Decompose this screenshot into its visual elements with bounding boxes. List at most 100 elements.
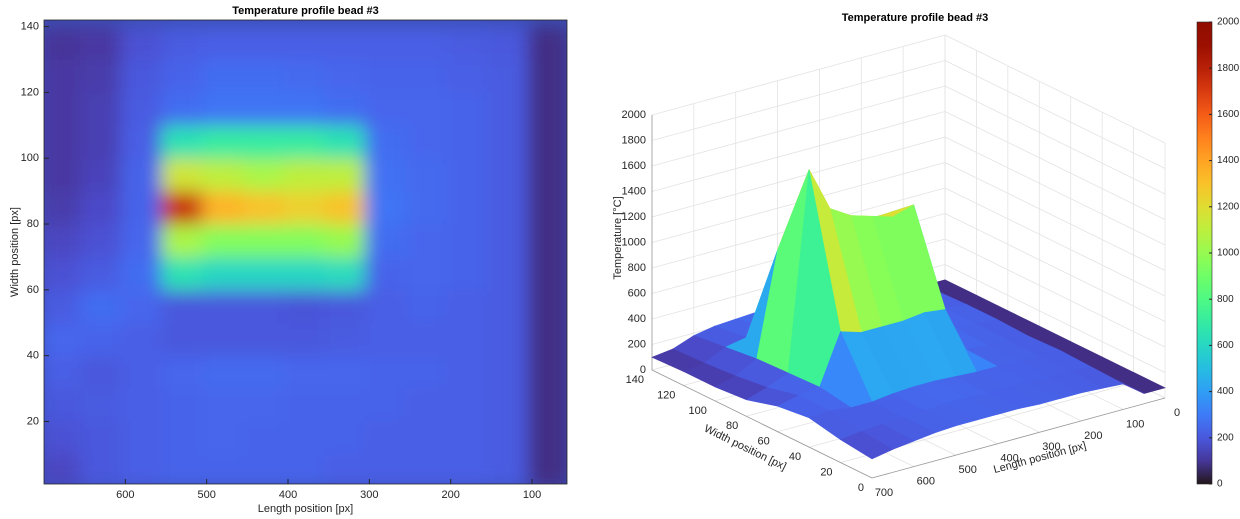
x-tick-label: 400 bbox=[279, 489, 297, 501]
z-tick-label: 800 bbox=[628, 262, 646, 274]
heatmap-cell bbox=[242, 157, 285, 192]
heatmap-cell bbox=[120, 322, 163, 357]
y-tick-label: 120 bbox=[657, 389, 675, 401]
z-grid-line bbox=[944, 264, 1166, 373]
heatmap-cell bbox=[486, 91, 529, 126]
heatmap-cell bbox=[120, 355, 163, 390]
heatmap-cell bbox=[120, 420, 163, 455]
heatmap-cell bbox=[283, 91, 326, 126]
heatmap-cell bbox=[364, 91, 407, 126]
z-grid-line bbox=[944, 162, 1166, 271]
axis-edge bbox=[651, 369, 873, 479]
z-tick-label: 200 bbox=[628, 338, 646, 350]
heatmap-cell bbox=[242, 355, 285, 390]
heatmap-cell bbox=[446, 223, 488, 258]
heatmap-cell bbox=[242, 289, 285, 324]
y-tick-label: 80 bbox=[27, 218, 39, 230]
heatmap-cell bbox=[486, 355, 529, 390]
y-tick-label: 140 bbox=[626, 374, 644, 386]
heatmap-cell bbox=[202, 91, 244, 126]
heatmap-cell bbox=[283, 58, 326, 93]
x-tick-label: 600 bbox=[116, 489, 134, 501]
heatmap-cell bbox=[405, 157, 448, 192]
heatmap-cell bbox=[80, 453, 122, 484]
heatmap-cell bbox=[324, 420, 366, 455]
heatmap-cell bbox=[120, 124, 163, 159]
heatmap-cell bbox=[44, 26, 82, 60]
heatmap-cell bbox=[283, 289, 326, 324]
heatmap-cell bbox=[446, 157, 488, 192]
x-tick-label: 500 bbox=[959, 464, 977, 476]
axis-edge bbox=[871, 397, 1166, 479]
z-axis-label: Temperature [°C] bbox=[612, 196, 624, 279]
heatmap-cell bbox=[486, 420, 529, 455]
heatmap-cell bbox=[161, 289, 204, 324]
heatmap-cell bbox=[44, 453, 82, 484]
heatmap-cell bbox=[405, 58, 448, 93]
heatmap-cell bbox=[242, 91, 285, 126]
heatmap-cell bbox=[486, 453, 529, 484]
heatmap-cell bbox=[324, 124, 366, 159]
heatmap-cell bbox=[364, 388, 407, 422]
heatmap-cell bbox=[446, 453, 488, 484]
z-grid-line bbox=[651, 136, 946, 218]
colorbar-tick-label: 0 bbox=[1217, 479, 1223, 490]
heatmap-cell bbox=[80, 256, 122, 291]
heatmap-cell bbox=[120, 91, 163, 126]
heatmap-cell bbox=[324, 453, 366, 484]
heatmap-cell bbox=[161, 190, 204, 225]
heatmap-cell bbox=[242, 190, 285, 225]
heatmap-cell bbox=[486, 223, 529, 258]
heatmap-cell bbox=[527, 355, 567, 390]
x-tick-label: 300 bbox=[360, 489, 378, 501]
heatmap-cell bbox=[364, 453, 407, 484]
x-tick-label: 0 bbox=[1174, 407, 1180, 419]
z-grid-line bbox=[944, 60, 1166, 169]
heatmap-cell bbox=[202, 322, 244, 357]
z-grid-line bbox=[944, 187, 1166, 297]
heatmap-cell bbox=[486, 26, 529, 60]
heatmap-cell bbox=[446, 124, 488, 159]
y-tick-label: 20 bbox=[27, 415, 39, 427]
heatmap-cell bbox=[527, 58, 567, 93]
y-tick-label: 40 bbox=[789, 451, 801, 463]
x-tick-label: 600 bbox=[917, 475, 935, 487]
heatmap-cell bbox=[80, 223, 122, 258]
heatmap-cell bbox=[446, 58, 488, 93]
heatmap-cell bbox=[283, 420, 326, 455]
heatmap-cell bbox=[120, 289, 163, 324]
heatmap-cell bbox=[364, 26, 407, 60]
heatmap-cell bbox=[161, 223, 204, 258]
heatmap-cell bbox=[324, 26, 366, 60]
heatmap-cell bbox=[486, 58, 529, 93]
heatmap-cell bbox=[405, 190, 448, 225]
z-grid-line bbox=[944, 136, 1166, 246]
x-tick-label: 200 bbox=[442, 489, 460, 501]
heatmap-cell bbox=[120, 256, 163, 291]
z-grid-line bbox=[944, 213, 1166, 322]
heatmap-cell bbox=[405, 289, 448, 324]
y-tick-label: 60 bbox=[27, 284, 39, 296]
heatmap-cell bbox=[486, 124, 529, 159]
z-grid-line bbox=[944, 85, 1166, 195]
heatmap-cell bbox=[283, 26, 326, 60]
heatmap-cell bbox=[324, 388, 366, 422]
heatmap-cell bbox=[283, 190, 326, 225]
heatmap-clip bbox=[44, 26, 567, 484]
heatmap-cell bbox=[161, 124, 204, 159]
heatmap-cell bbox=[527, 289, 567, 324]
heatmap-cell bbox=[161, 355, 204, 390]
heatmap-cell bbox=[364, 420, 407, 455]
colorbar-tick-label: 1000 bbox=[1217, 248, 1240, 259]
heatmap-cell bbox=[324, 256, 366, 291]
heatmap-cell bbox=[44, 355, 82, 390]
heatmap-cell bbox=[446, 256, 488, 291]
heatmap-cell bbox=[202, 26, 244, 60]
heatmap-cell bbox=[405, 388, 448, 422]
z-tick-label: 0 bbox=[640, 364, 646, 376]
z-tick-label: 600 bbox=[628, 287, 646, 299]
heatmap-cell bbox=[202, 453, 244, 484]
heatmap-cell bbox=[446, 355, 488, 390]
heatmap-cell bbox=[202, 388, 244, 422]
heatmap-cell bbox=[486, 190, 529, 225]
